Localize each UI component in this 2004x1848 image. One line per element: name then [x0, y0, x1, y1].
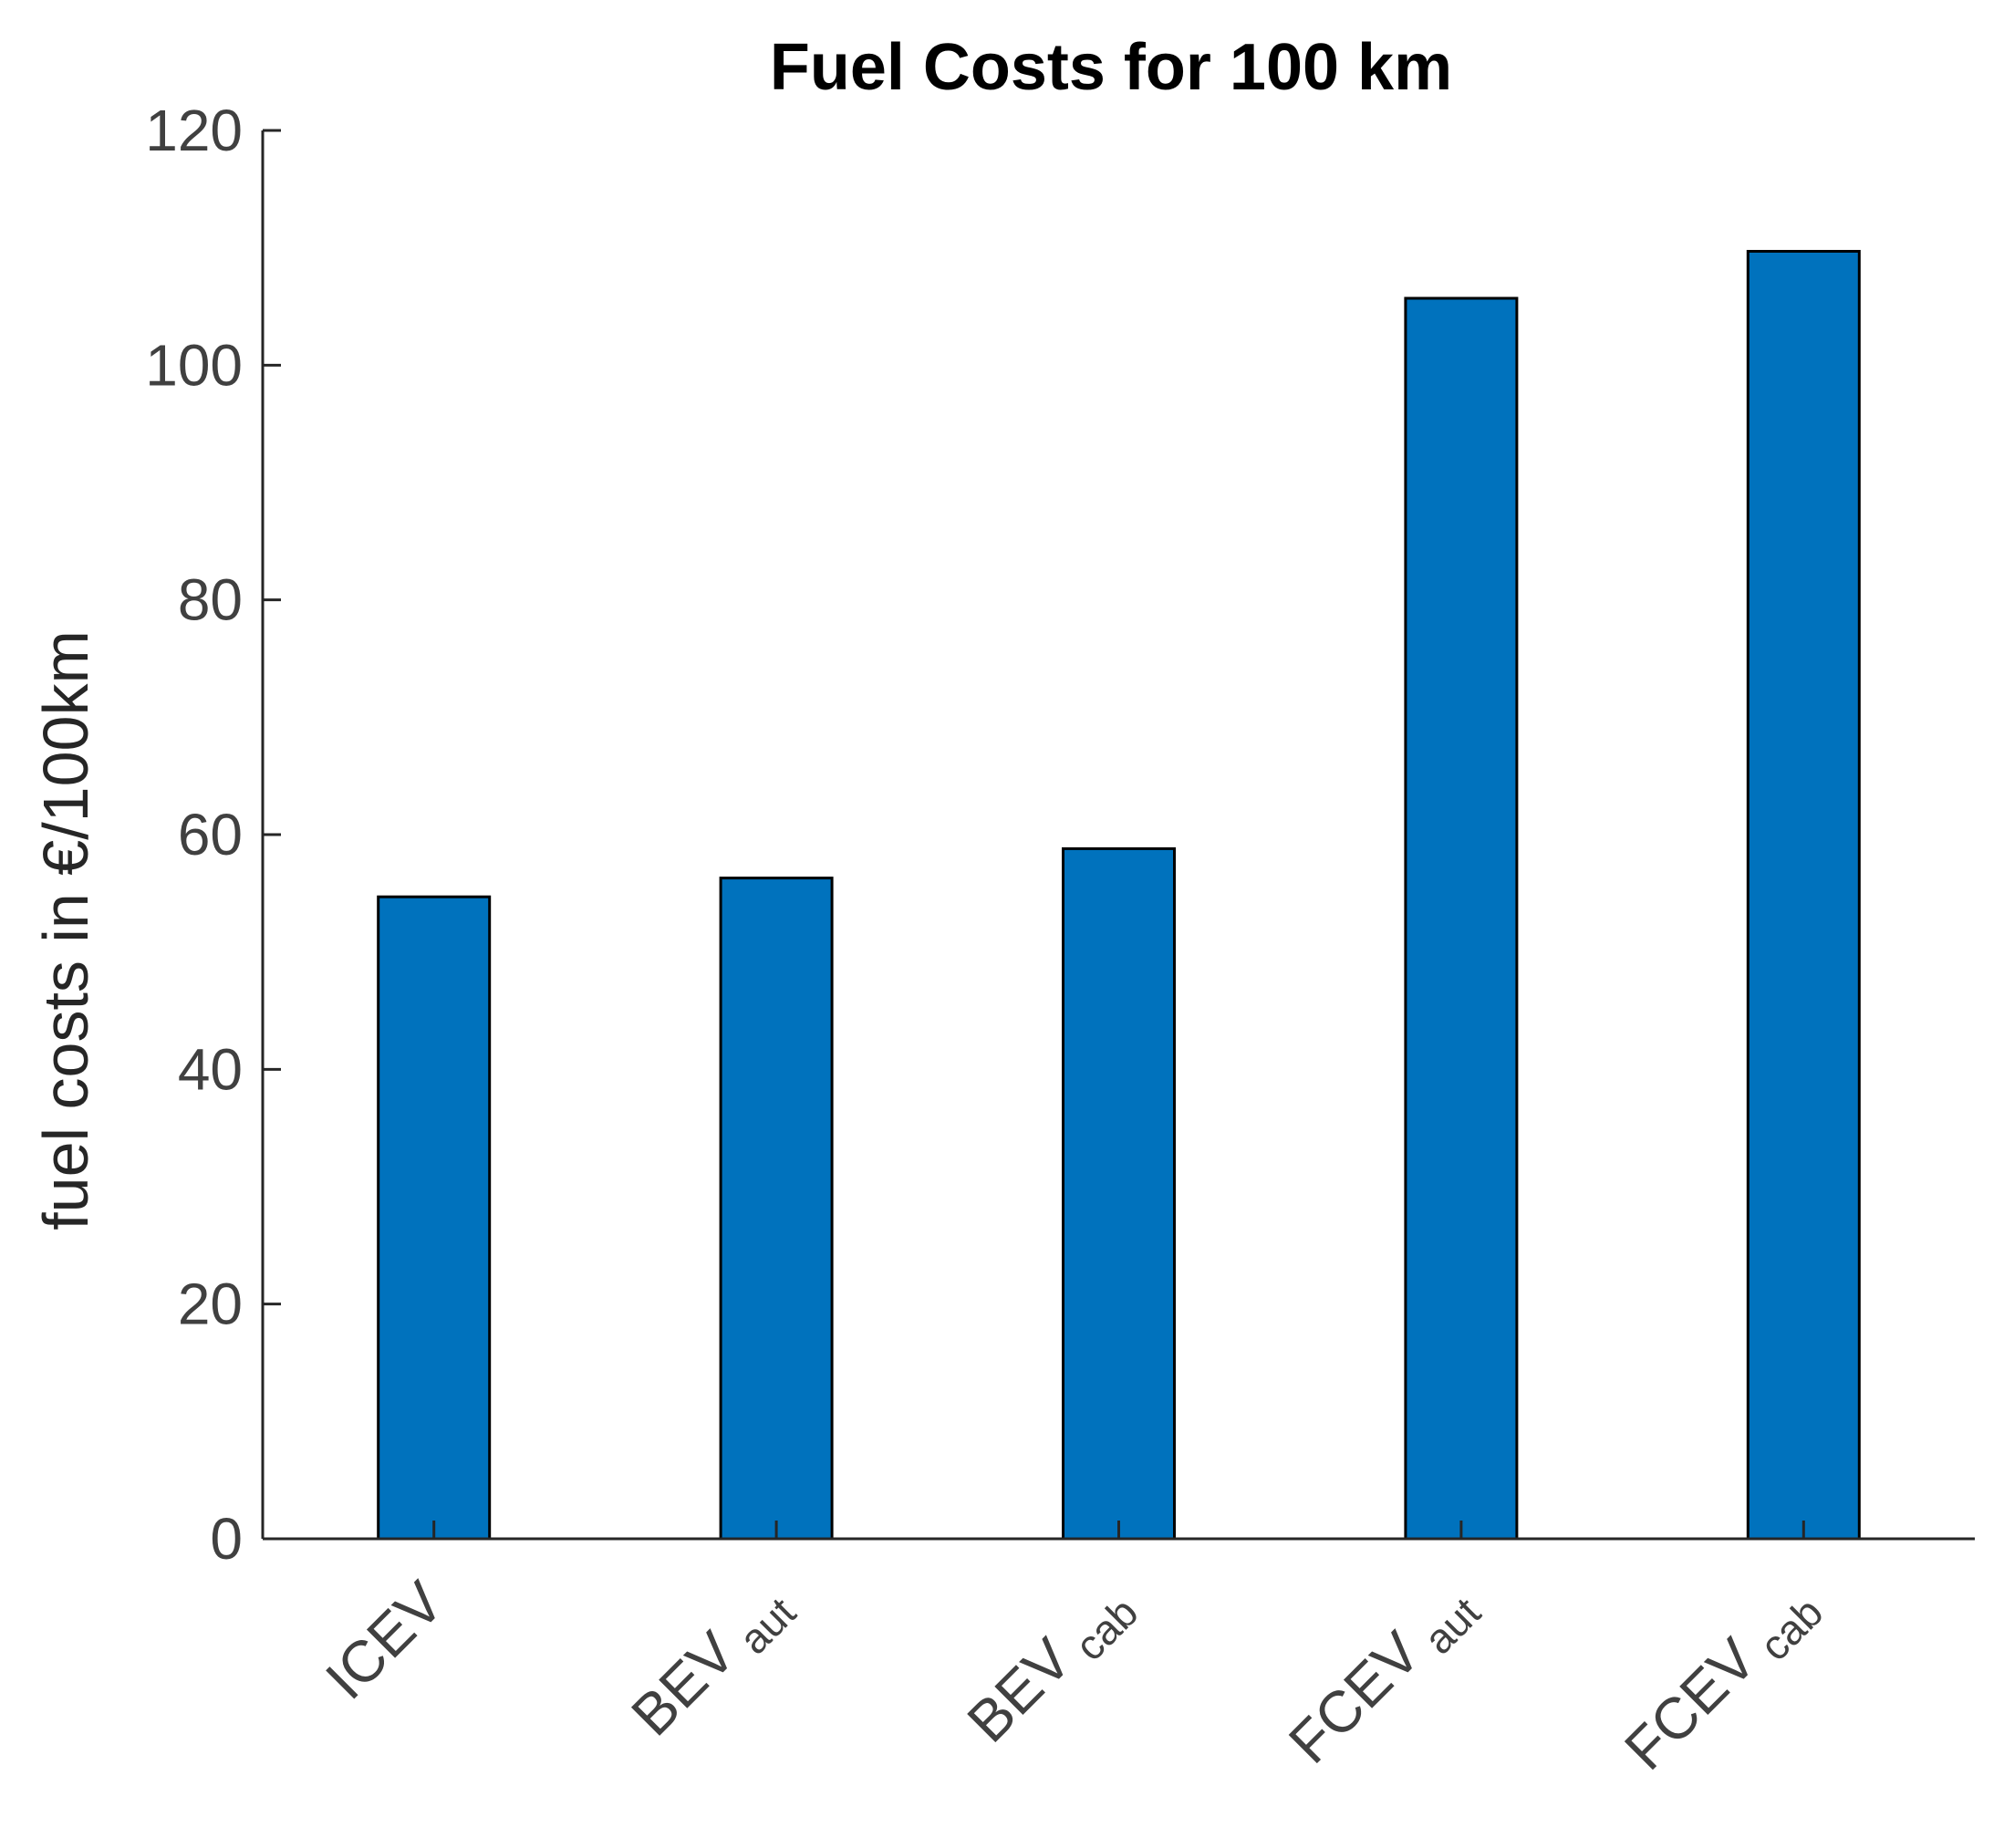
x-tick-label-1: BEVaut — [618, 1569, 805, 1755]
bar-0 — [377, 895, 492, 1541]
x-tick-label-4: FCEVcab — [1612, 1569, 1832, 1789]
plot-area: 0 20 40 60 80 100 120 ICEV BEVaut BEVcab FCEVaut FC… — [145, 98, 1975, 1789]
bar-4 — [1746, 250, 1861, 1541]
y-tick-label-80: 80 — [178, 567, 243, 633]
y-tick-label-100: 100 — [145, 332, 243, 398]
y-tick-label-60: 60 — [178, 802, 243, 867]
chart-title: Fuel Costs for 100 km — [770, 31, 1452, 104]
bar-2 — [1062, 846, 1176, 1541]
bar-1 — [719, 877, 834, 1541]
x-tick-label-2: BEVcab — [955, 1569, 1147, 1761]
y-tick-label-40: 40 — [178, 1036, 243, 1102]
bar-3 — [1404, 296, 1519, 1541]
x-tick-label-3: FCEVaut — [1276, 1569, 1490, 1782]
y-axis-label: fuel costs in €/100km — [30, 630, 101, 1230]
y-tick-label-20: 20 — [178, 1272, 243, 1337]
y-tick-label-120: 120 — [145, 98, 243, 163]
y-tick-label-0: 0 — [210, 1506, 243, 1572]
x-tick-label-0: ICEV — [313, 1569, 456, 1712]
